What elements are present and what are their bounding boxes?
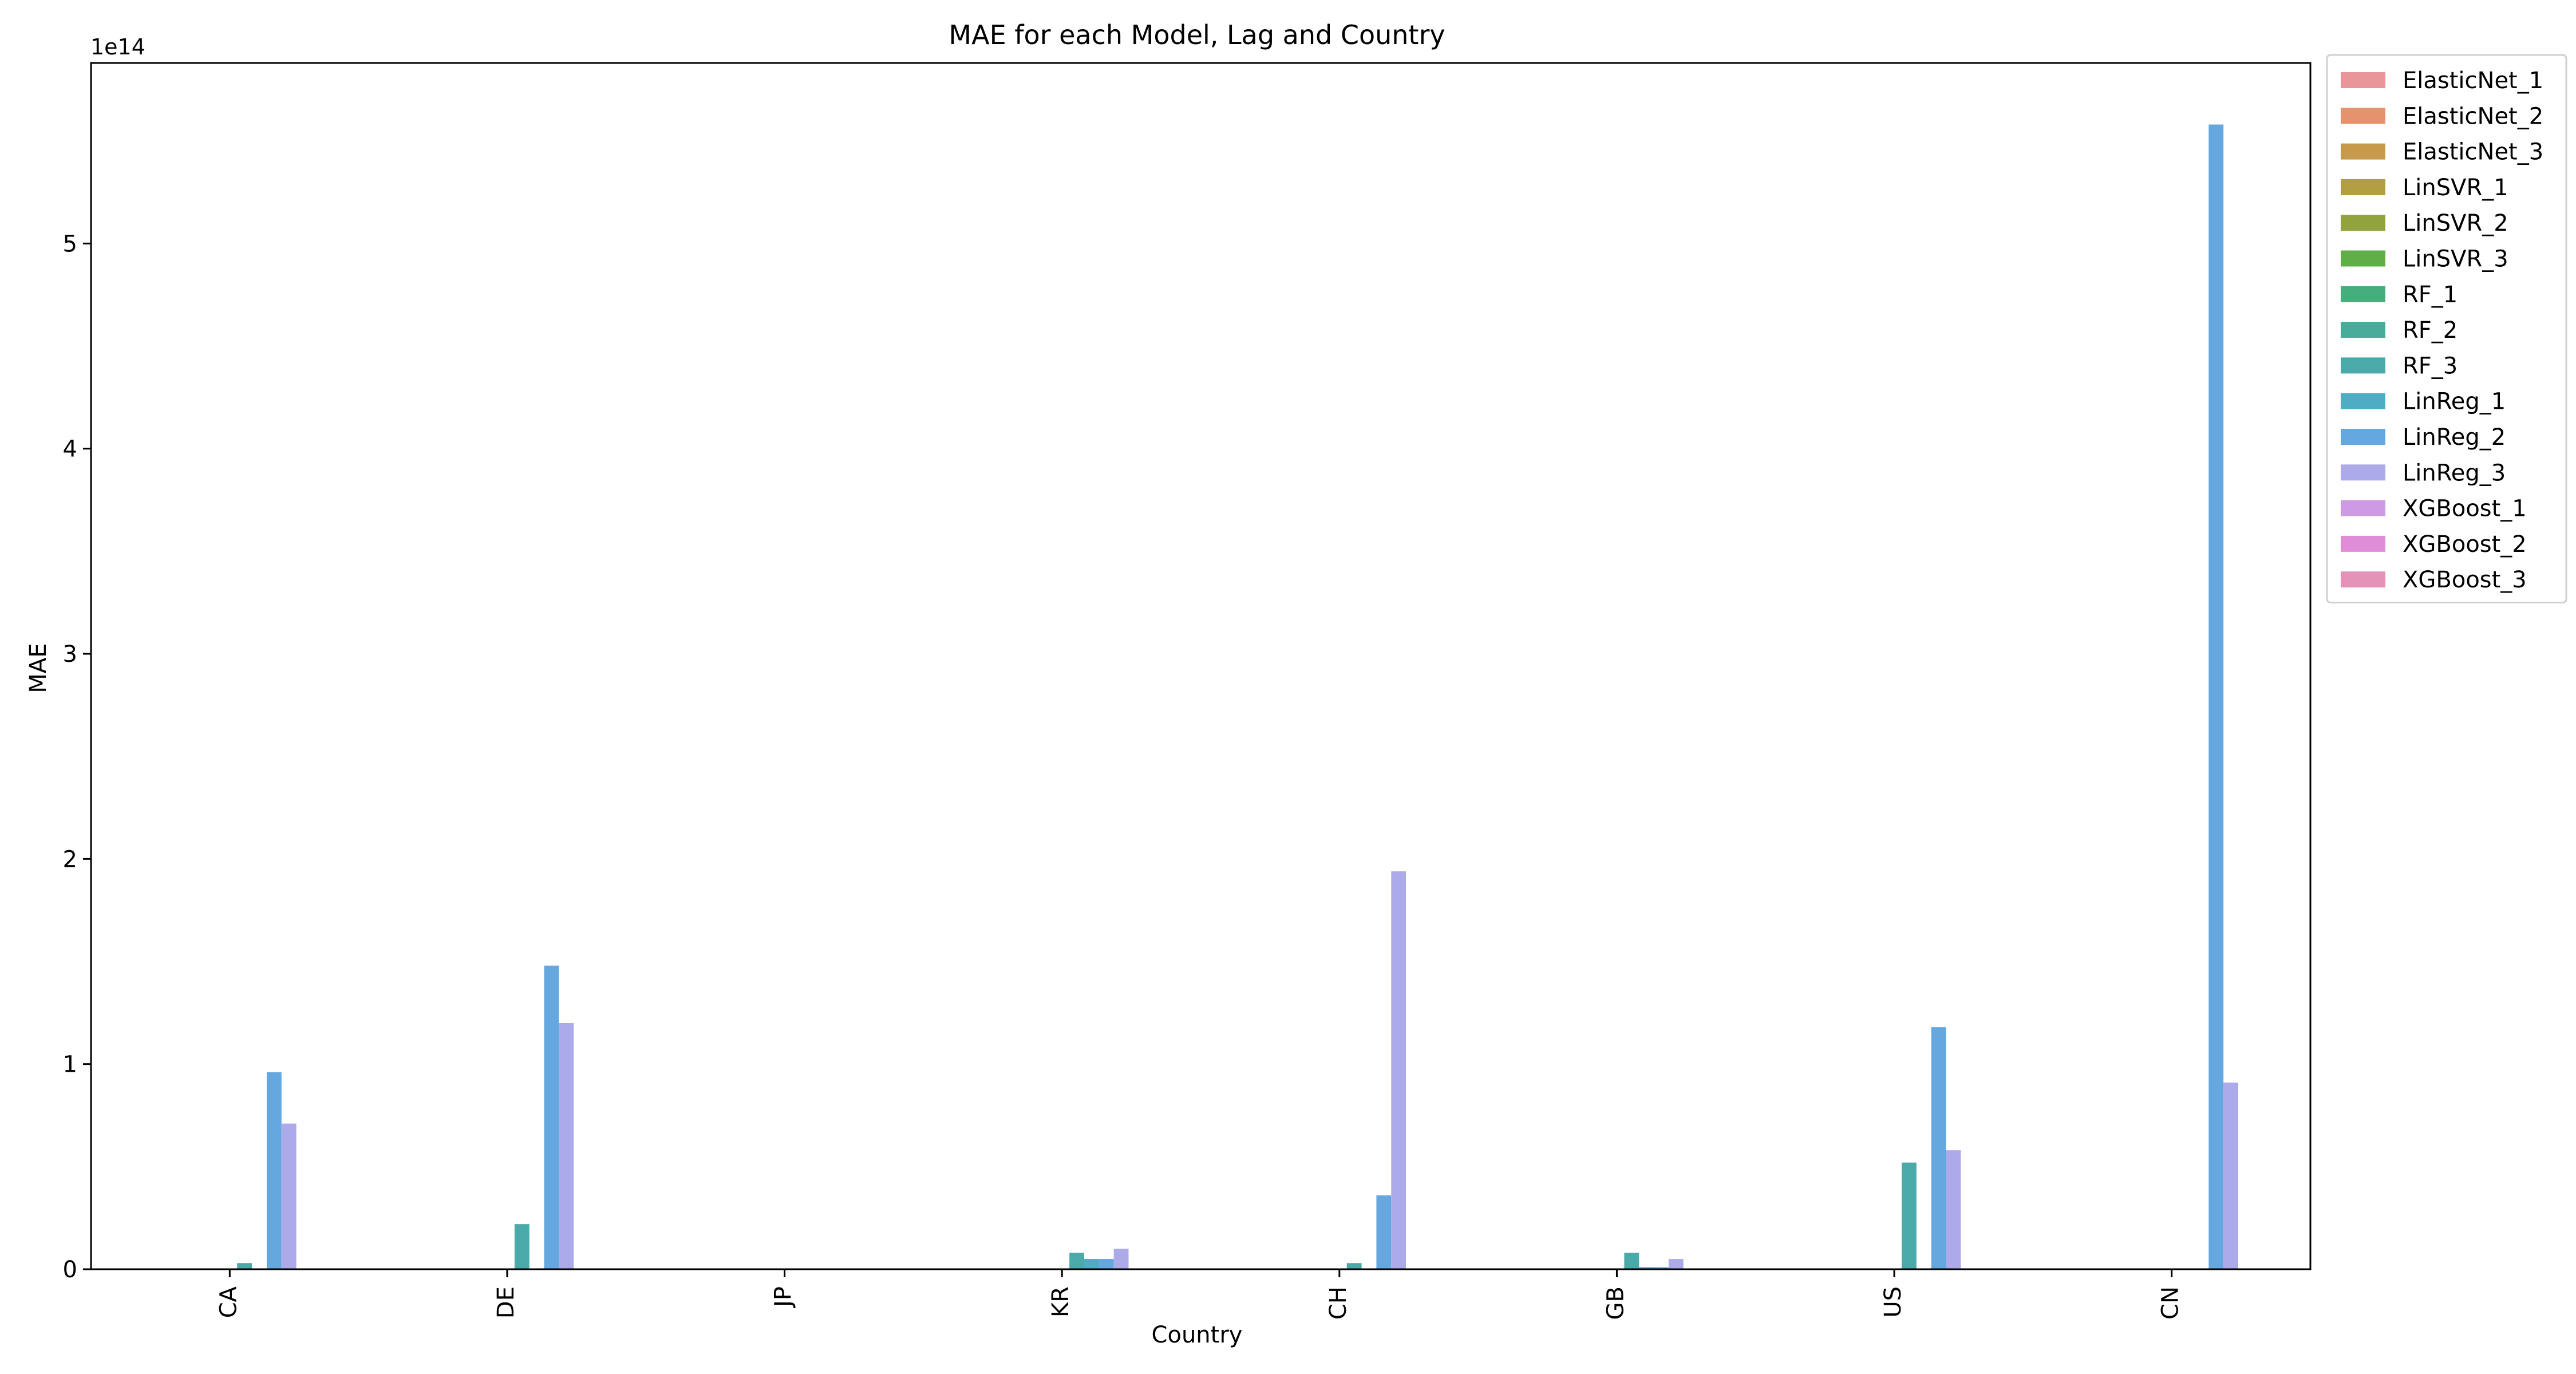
x-tick-label: GB xyxy=(1602,1286,1629,1320)
legend-swatch xyxy=(2341,500,2385,516)
legend: ElasticNet_1 ElasticNet_2 ElasticNet_3 LinS… xyxy=(2326,54,2567,603)
bar-linreg-3-de xyxy=(559,1023,574,1269)
legend-swatch xyxy=(2341,571,2385,588)
y-tick-label: 0 xyxy=(63,1257,77,1283)
legend-swatch xyxy=(2341,393,2385,409)
legend-label: LinSVR_1 xyxy=(2403,175,2508,201)
plot-area-frame xyxy=(90,62,2312,1270)
legend-swatch xyxy=(2341,179,2385,195)
legend-swatch xyxy=(2341,357,2385,374)
bar-linreg-3-gb xyxy=(1668,1259,1684,1269)
legend-swatch xyxy=(2341,322,2385,338)
legend-swatch xyxy=(2341,108,2385,124)
bar-linreg-3-cn xyxy=(2223,1082,2238,1269)
legend-swatch xyxy=(2341,215,2385,231)
legend-label: ElasticNet_3 xyxy=(2403,139,2543,165)
bar-rf-3-ch xyxy=(1346,1263,1362,1269)
legend-label: LinReg_3 xyxy=(2403,460,2506,486)
bar-linreg-3-kr xyxy=(1113,1249,1129,1269)
legend-swatch xyxy=(2341,143,2385,160)
bar-linreg-2-us xyxy=(1931,1027,1946,1269)
bar-rf-3-de xyxy=(514,1224,530,1269)
x-tick-label: US xyxy=(1880,1286,1906,1318)
x-tick-label: JP xyxy=(771,1286,797,1309)
x-tick-label: CA xyxy=(215,1286,242,1318)
legend-label: RF_2 xyxy=(2403,317,2458,344)
legend-swatch xyxy=(2341,535,2385,552)
bar-linreg-2-de xyxy=(544,965,559,1269)
legend-swatch xyxy=(2341,250,2385,267)
y-tick-label: 3 xyxy=(63,641,77,668)
legend-label: LinReg_2 xyxy=(2403,424,2506,451)
y-tick-label: 2 xyxy=(63,846,77,872)
legend-frame xyxy=(2326,54,2567,603)
legend-label: XGBoost_2 xyxy=(2403,531,2527,558)
y-tick-label: 5 xyxy=(63,231,77,257)
y-axis-label: MAE xyxy=(25,643,52,693)
legend-label: LinReg_1 xyxy=(2403,389,2506,415)
legend-label: XGBoost_3 xyxy=(2403,567,2527,593)
y-axis-offset-label: 1e14 xyxy=(90,34,145,60)
x-tick-label: CH xyxy=(1325,1286,1352,1320)
x-tick-label: DE xyxy=(493,1286,519,1318)
bar-linreg-2-gb xyxy=(1654,1267,1669,1269)
bar-rf-3-us xyxy=(1901,1162,1917,1269)
x-tick-label: KR xyxy=(1048,1286,1074,1317)
y-tick-label: 1 xyxy=(63,1052,77,1078)
x-axis-label: Country xyxy=(1152,1322,1243,1348)
chart-title: MAE for each Model, Lag and Country xyxy=(949,19,1445,50)
y-tick-label: 4 xyxy=(63,436,77,463)
bar-linreg-3-ch xyxy=(1391,871,1406,1269)
legend-label: RF_3 xyxy=(2403,353,2458,379)
legend-label: RF_1 xyxy=(2403,282,2458,308)
legend-label: ElasticNet_2 xyxy=(2403,103,2543,129)
bar-linreg-3-ca xyxy=(281,1123,297,1269)
bar-rf-3-kr xyxy=(1069,1253,1084,1269)
legend-label: LinSVR_2 xyxy=(2403,210,2508,236)
legend-label: ElasticNet_1 xyxy=(2403,68,2543,94)
bar-rf-3-gb xyxy=(1624,1253,1639,1269)
bar-linreg-1-kr xyxy=(1084,1259,1099,1269)
legend-label: XGBoost_1 xyxy=(2403,496,2527,522)
legend-swatch xyxy=(2341,429,2385,445)
bar-linreg-2-ch xyxy=(1376,1195,1392,1269)
bar-linreg-2-cn xyxy=(2208,124,2224,1269)
x-tick-label: CN xyxy=(2158,1286,2184,1320)
legend-swatch xyxy=(2341,72,2385,88)
bar-rf-3-ca xyxy=(237,1263,252,1269)
bar-linreg-1-gb xyxy=(1639,1267,1654,1269)
bar-linreg-2-kr xyxy=(1099,1259,1114,1269)
legend-swatch xyxy=(2341,286,2385,302)
legend-label: LinSVR_3 xyxy=(2403,246,2508,273)
bar-linreg-3-us xyxy=(1946,1150,1961,1269)
legend-swatch xyxy=(2341,464,2385,481)
bar-linreg-2-ca xyxy=(266,1072,282,1269)
